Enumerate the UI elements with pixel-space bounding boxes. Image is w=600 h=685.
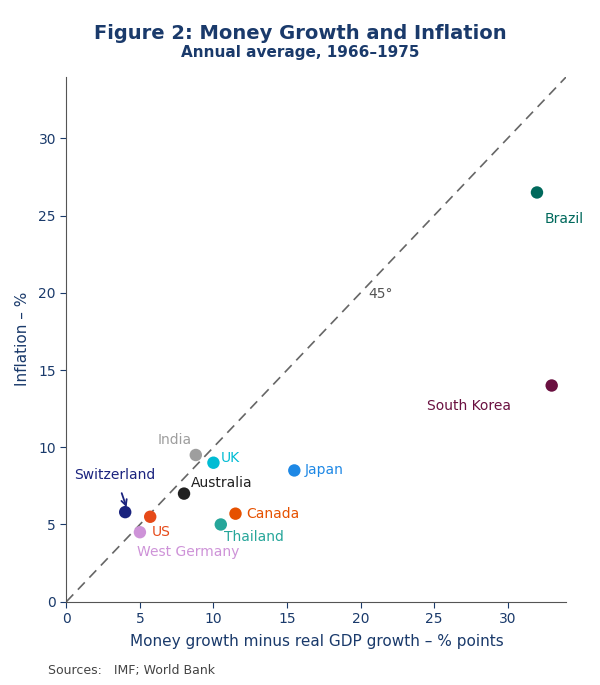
Point xyxy=(145,511,155,522)
Point xyxy=(209,457,218,468)
Text: India: India xyxy=(158,432,191,447)
Text: Japan: Japan xyxy=(305,464,343,477)
Text: UK: UK xyxy=(221,451,240,465)
Point xyxy=(179,488,189,499)
Y-axis label: Inflation – %: Inflation – % xyxy=(15,292,30,386)
X-axis label: Money growth minus real GDP growth – % points: Money growth minus real GDP growth – % p… xyxy=(130,634,503,649)
Point xyxy=(191,449,200,460)
Text: West Germany: West Germany xyxy=(137,545,239,559)
Point xyxy=(216,519,226,530)
Text: South Korea: South Korea xyxy=(427,399,511,412)
Text: Brazil: Brazil xyxy=(544,212,583,226)
Point xyxy=(121,507,130,518)
Text: Canada: Canada xyxy=(246,507,299,521)
Point xyxy=(547,380,556,391)
Text: 45°: 45° xyxy=(368,286,392,301)
Text: Annual average, 1966–1975: Annual average, 1966–1975 xyxy=(181,45,419,60)
Text: Figure 2: Money Growth and Inflation: Figure 2: Money Growth and Inflation xyxy=(94,24,506,43)
Point xyxy=(532,187,542,198)
Point xyxy=(230,508,240,519)
Point xyxy=(135,527,145,538)
Point xyxy=(290,465,299,476)
Text: Thailand: Thailand xyxy=(224,530,284,544)
Text: Australia: Australia xyxy=(191,476,253,490)
Text: Switzerland: Switzerland xyxy=(74,468,155,482)
Text: US: US xyxy=(152,525,170,539)
Text: Sources:   IMF; World Bank: Sources: IMF; World Bank xyxy=(48,664,215,677)
